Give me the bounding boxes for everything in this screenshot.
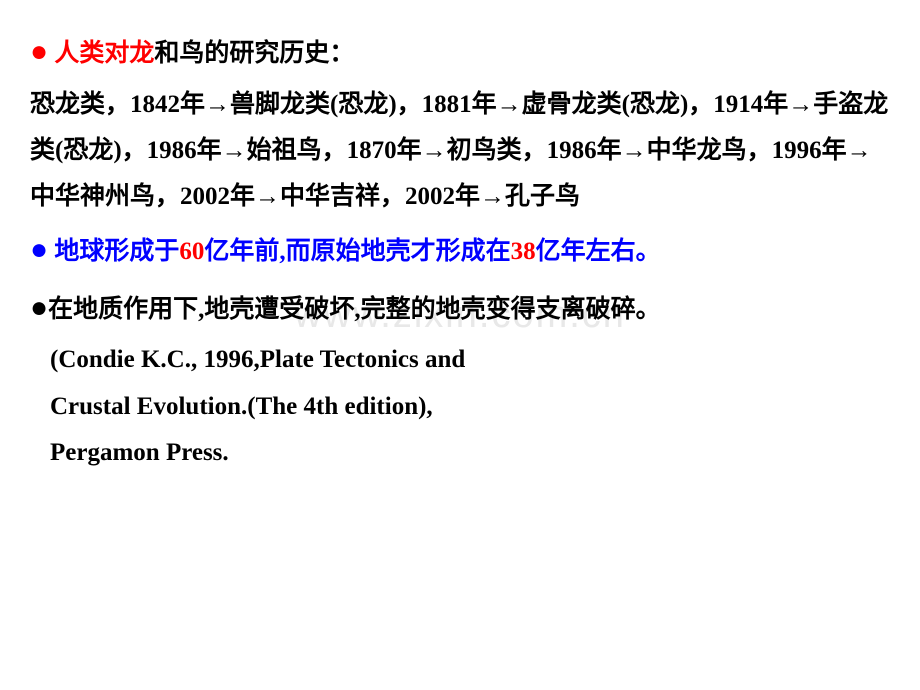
section2-num2: 38 xyxy=(511,238,536,265)
heading-part2: 和鸟的研究历史： xyxy=(154,40,354,67)
section3-body: 在地质作用下,地壳遭受破坏,完整的地壳变得支离破碎。 xyxy=(48,296,661,323)
section1-body: 恐龙类，1842年→兽脚龙类(恐龙)，1881年→虚骨龙类(恐龙)，1914年→… xyxy=(30,82,890,221)
bullet-icon: ● xyxy=(30,291,48,324)
section3: ●在地质作用下,地壳遭受破坏,完整的地壳变得支离破碎。 xyxy=(30,280,890,336)
section1-heading: ● 人类对龙和鸟的研究历史： xyxy=(30,24,890,80)
section2-part1: 地球形成于 xyxy=(48,238,179,265)
reference-line1: (Condie K.C., 1996,Plate Tectonics and xyxy=(30,337,890,383)
bullet-icon: ● xyxy=(30,35,48,68)
heading-part1: 人类对龙 xyxy=(48,40,154,67)
section2: ● 地球形成于60亿年前,而原始地壳才形成在38亿年左右。 xyxy=(30,222,890,278)
section2-num1: 60 xyxy=(179,238,204,265)
reference-line3: Pergamon Press. xyxy=(30,430,890,476)
section2-part2: 亿年前,而原始地壳才形成在 xyxy=(204,238,510,265)
bullet-icon: ● xyxy=(30,233,48,266)
reference-line2: Crustal Evolution.(The 4th edition), xyxy=(30,384,890,430)
section2-part3: 亿年左右。 xyxy=(536,238,661,265)
slide-content: ● 人类对龙和鸟的研究历史： 恐龙类，1842年→兽脚龙类(恐龙)，1881年→… xyxy=(30,24,890,476)
